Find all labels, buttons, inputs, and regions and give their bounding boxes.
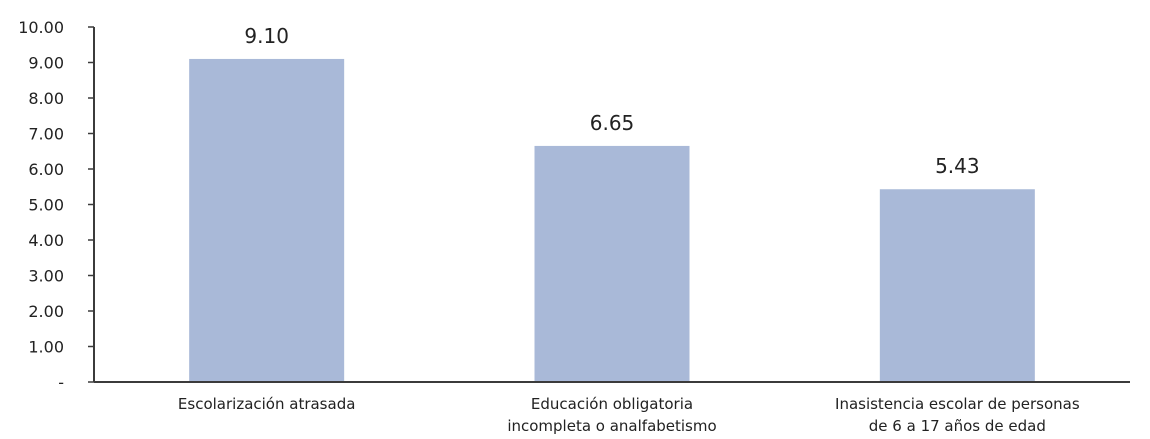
bar <box>534 145 690 382</box>
bar-value-label: 5.43 <box>935 154 980 178</box>
y-axis: - 1.00 2.00 3.00 4.00 5.00 6.00 7.00 8.00 9.00 10.… <box>18 18 95 392</box>
category-label: Escolarización atrasada <box>178 395 356 413</box>
bar-value-label: 9.10 <box>244 24 289 48</box>
bars: 9.10 6.65 5.43 <box>189 24 1035 382</box>
category-label-line: Educación obligatoria <box>531 395 693 413</box>
category-label-line: de 6 a 17 años de edad <box>869 417 1046 435</box>
y-tick-label: 8.00 <box>28 89 64 108</box>
y-tick-label: 1.00 <box>28 338 64 357</box>
y-tick-label: - <box>58 373 64 392</box>
y-tick-label: 5.00 <box>28 196 64 215</box>
category-label-line: Escolarización atrasada <box>178 395 356 413</box>
y-tick-label: 6.00 <box>28 160 64 179</box>
y-tick-label: 3.00 <box>28 267 64 286</box>
y-tick-label: 7.00 <box>28 125 64 144</box>
bar <box>879 189 1035 382</box>
bar-value-label: 6.65 <box>590 111 635 135</box>
category-label-line: Inasistencia escolar de personas <box>835 395 1080 413</box>
y-tick-label: 9.00 <box>28 54 64 73</box>
x-axis: Escolarización atrasada Educación obligat… <box>94 381 1130 435</box>
category-label: Inasistencia escolar de personas de 6 a 1… <box>835 395 1080 435</box>
y-tick-label: 2.00 <box>28 302 64 321</box>
bar <box>189 58 345 382</box>
y-tick-label: 4.00 <box>28 231 64 250</box>
y-tick-label: 10.00 <box>18 18 64 37</box>
category-label: Educación obligatoria incompleta o analfa… <box>507 395 716 435</box>
category-label-line: incompleta o analfabetismo <box>507 417 716 435</box>
